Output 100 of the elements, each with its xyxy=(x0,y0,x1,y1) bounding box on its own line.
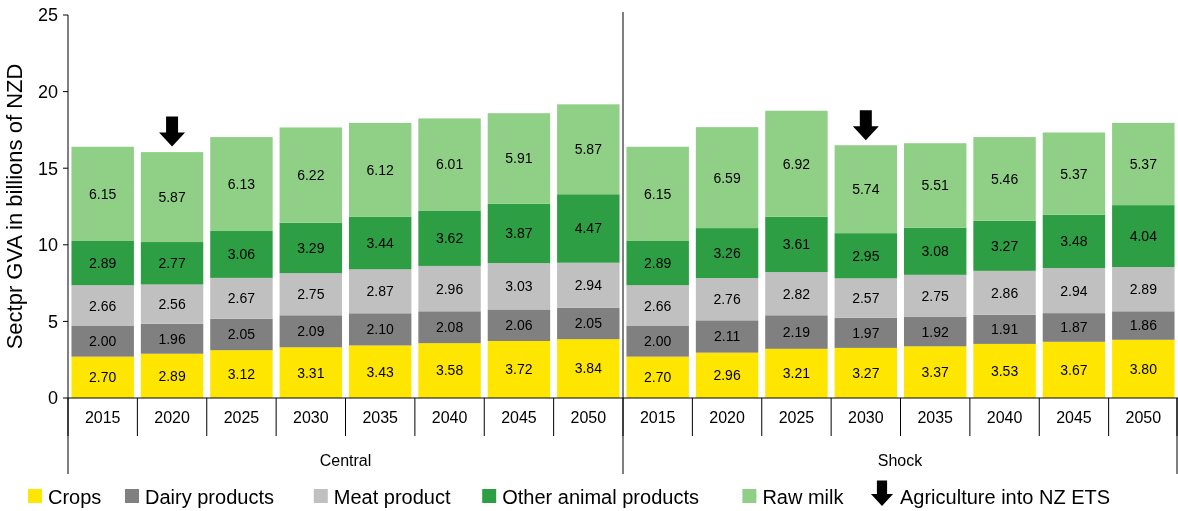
data-label: 2.05 xyxy=(574,315,603,332)
bar xyxy=(626,326,689,357)
bar xyxy=(140,284,204,324)
data-label: 6.22 xyxy=(297,166,325,183)
data-label: 3.61 xyxy=(782,236,811,253)
data-label: 3.08 xyxy=(921,243,950,260)
x-tick-label: 2025 xyxy=(223,409,260,426)
bar xyxy=(348,345,412,398)
data-label: 2.66 xyxy=(644,297,672,314)
bar xyxy=(1042,268,1106,314)
bar xyxy=(973,270,1036,315)
data-label: 2.57 xyxy=(852,289,880,306)
data-label: 3.03 xyxy=(505,278,533,295)
bar xyxy=(71,326,134,357)
data-label: 2.00 xyxy=(89,333,117,350)
data-label: 3.06 xyxy=(227,246,256,263)
bar xyxy=(626,285,689,326)
bar xyxy=(695,278,759,321)
bar xyxy=(418,265,481,312)
bar xyxy=(418,343,481,398)
data-label: 2.06 xyxy=(505,317,533,334)
bar xyxy=(557,194,620,263)
data-label: 5.91 xyxy=(505,150,533,167)
data-label: 6.12 xyxy=(366,161,395,178)
data-label: 1.91 xyxy=(990,321,1019,338)
x-tick-label: 2050 xyxy=(570,409,607,426)
y-tick-label: 20 xyxy=(37,81,58,102)
bar xyxy=(903,316,967,347)
bar xyxy=(279,127,343,223)
legend-label: Dairy products xyxy=(145,486,274,508)
x-tick-label: 2030 xyxy=(293,409,329,426)
data-label: 6.01 xyxy=(435,156,464,173)
data-label: 5.51 xyxy=(921,177,950,194)
data-label: 3.29 xyxy=(297,239,325,256)
bar xyxy=(140,323,204,354)
data-label: 2.95 xyxy=(852,247,880,264)
bar xyxy=(279,347,343,398)
data-label: 2.96 xyxy=(713,367,741,384)
data-label: 1.86 xyxy=(1129,317,1158,334)
data-label: 3.58 xyxy=(435,362,464,379)
data-label: 2.70 xyxy=(89,369,117,386)
bar xyxy=(557,262,620,308)
bar xyxy=(834,347,898,398)
data-label: 3.62 xyxy=(435,230,464,247)
bar xyxy=(834,317,898,348)
bar xyxy=(695,320,759,353)
legend-label: Agriculture into NZ ETS xyxy=(900,486,1111,508)
data-label: 2.75 xyxy=(297,286,325,303)
x-tick-label: 2040 xyxy=(431,409,468,426)
data-label: 3.53 xyxy=(990,362,1019,379)
data-label: 2.08 xyxy=(435,319,464,336)
bar xyxy=(71,356,134,398)
data-label: 1.96 xyxy=(158,330,186,347)
data-label: 3.27 xyxy=(990,237,1019,254)
bar xyxy=(1112,205,1175,268)
y-tick-label: 10 xyxy=(37,235,58,256)
bar xyxy=(487,203,551,264)
legend-label: Meat product xyxy=(333,486,451,508)
bar xyxy=(71,146,134,241)
data-label: 3.44 xyxy=(366,234,395,251)
bar xyxy=(903,143,967,228)
bar xyxy=(1042,132,1106,215)
data-label: 3.67 xyxy=(1060,361,1088,378)
bar xyxy=(903,227,967,275)
data-label: 2.11 xyxy=(713,328,741,345)
bar xyxy=(1042,313,1106,342)
x-tick-label: 2015 xyxy=(84,409,121,426)
bar xyxy=(418,118,481,211)
data-label: 5.87 xyxy=(574,141,603,158)
bar xyxy=(348,216,412,270)
bar xyxy=(279,222,343,274)
text: Shock xyxy=(877,452,924,469)
bar xyxy=(973,220,1036,271)
data-label: 2.87 xyxy=(366,283,395,300)
bar xyxy=(418,311,481,344)
data-label: 5.74 xyxy=(852,181,880,198)
bar xyxy=(487,309,551,342)
bar xyxy=(279,315,343,348)
bar xyxy=(765,272,828,316)
bar xyxy=(626,146,689,241)
x-tick-label: 2045 xyxy=(501,409,537,426)
x-tick-label: 2045 xyxy=(1056,409,1092,426)
data-label: 2.75 xyxy=(921,287,950,304)
bar xyxy=(1042,341,1106,398)
legend-label: Crops xyxy=(48,486,102,508)
data-label: 2.05 xyxy=(227,326,256,343)
data-label: 6.92 xyxy=(782,155,811,172)
bar xyxy=(1112,339,1175,398)
data-label: 2.77 xyxy=(158,255,186,272)
y-tick-label: 0 xyxy=(47,388,58,409)
bar xyxy=(765,315,828,349)
bar xyxy=(557,339,620,398)
data-label: 4.47 xyxy=(574,220,603,237)
bar xyxy=(1112,311,1175,340)
bar xyxy=(557,307,620,340)
bar xyxy=(71,240,134,286)
bar xyxy=(765,110,828,217)
data-label: 2.67 xyxy=(227,290,256,307)
bar xyxy=(487,341,551,398)
data-label: 3.48 xyxy=(1060,233,1088,250)
